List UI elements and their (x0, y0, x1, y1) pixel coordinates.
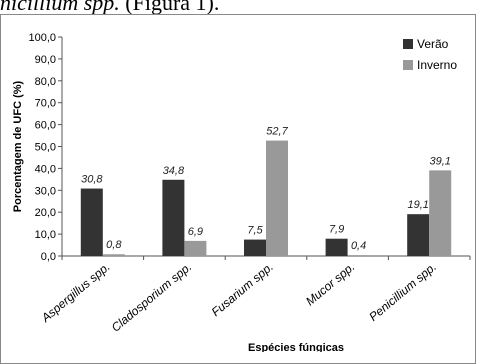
y-tick-label: 30,0 (35, 185, 56, 197)
y-tick-label: 90,0 (35, 54, 56, 66)
bar (162, 179, 185, 256)
bar (347, 255, 370, 256)
legend-swatch (403, 60, 413, 70)
bar (325, 238, 348, 256)
bar (429, 170, 452, 256)
data-label: 52,7 (266, 126, 288, 138)
x-tick-label: Mucor spp. (303, 260, 357, 309)
caption-text: nicillium spp. (Figura 1). (0, 0, 478, 15)
data-label: 30,8 (81, 174, 103, 186)
y-tick-label: 80,0 (35, 76, 56, 88)
data-label: 34,8 (163, 165, 185, 177)
legend-swatch (403, 39, 413, 49)
data-label: 0,8 (106, 239, 122, 251)
data-label: 7,5 (247, 225, 263, 237)
bar (102, 254, 125, 256)
data-label: 6,9 (188, 226, 203, 238)
bar (266, 140, 288, 256)
y-tick-label: 0,0 (41, 251, 56, 263)
x-tick-label: Aspergillus spp. (38, 260, 113, 326)
y-tick-label: 50,0 (35, 142, 56, 154)
bar (244, 239, 266, 256)
y-tick-label: 70,0 (35, 98, 56, 110)
bar-chart: 0,0 10,0 20,0 30,0 40,0 50,0 60,0 70,0 80,0 90,0 1… (12, 32, 471, 352)
caption-italic: nicillium spp. (0, 0, 120, 15)
data-label: 19,1 (407, 199, 428, 211)
y-tick-label: 40,0 (35, 163, 56, 175)
y-tick-label: 100,0 (28, 32, 56, 44)
data-label: 7,9 (329, 224, 344, 236)
bar (184, 240, 207, 256)
x-tick-label: Cladosporium spp. (109, 260, 195, 335)
x-axis-title: Espécies fúngicas (248, 342, 344, 352)
y-tick-label: 10,0 (35, 229, 56, 241)
bar (80, 188, 103, 256)
legend-label: Inverno (417, 58, 457, 72)
y-axis-title: Porcentagem de UFC (%) (12, 80, 24, 212)
y-tick-label: 20,0 (35, 207, 56, 219)
caption-rest: (Figura 1). (119, 0, 220, 15)
legend-label: Verão (417, 37, 449, 51)
x-tick-label: Penicillium spp. (366, 260, 439, 324)
data-label: 0,4 (351, 240, 366, 252)
y-tick-label: 60,0 (35, 120, 56, 132)
bar (407, 214, 430, 256)
x-tick-label: Fusarium spp. (209, 260, 276, 320)
data-label: 39,1 (429, 155, 450, 167)
